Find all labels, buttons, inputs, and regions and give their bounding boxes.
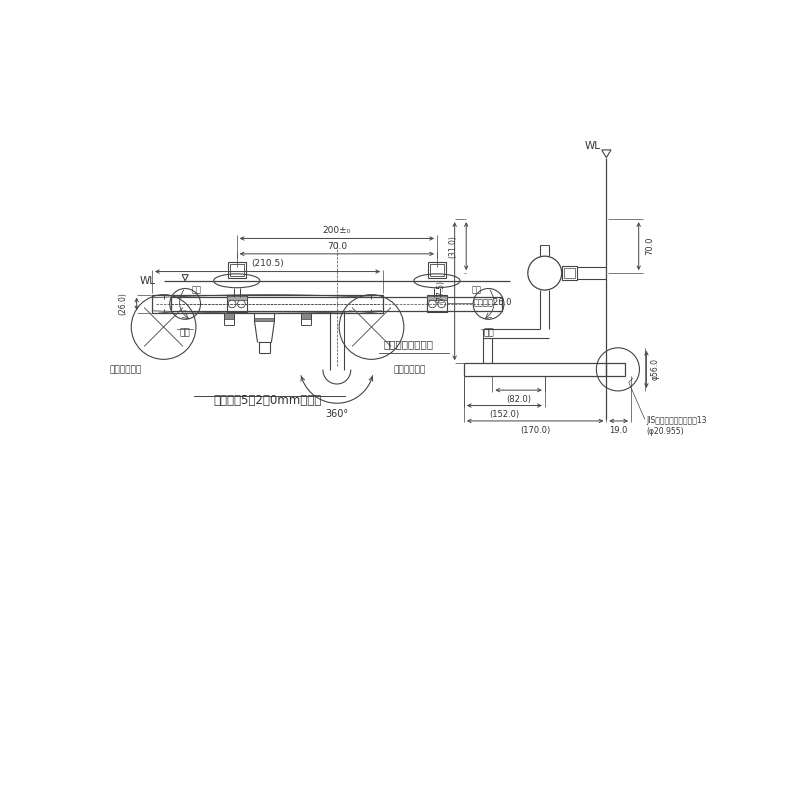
Text: 70.0: 70.0 [326,242,347,250]
Bar [427,295,447,312]
Text: 360°: 360° [326,410,349,419]
Bar [428,262,446,278]
Text: 19.0: 19.0 [610,426,628,434]
Text: (170.0): (170.0) [520,426,550,434]
Text: 生水: 生水 [483,329,494,338]
Text: 洗水: 洗水 [180,329,190,338]
Text: 止水: 止水 [192,286,202,294]
Text: 温水ハンドル: 温水ハンドル [110,366,142,374]
Text: WL: WL [140,276,156,286]
Text: スパウト回転觓度: スパウト回転觓度 [383,339,433,350]
Text: 止水: 止水 [472,286,482,294]
Bar [564,269,574,278]
Text: (φ20.955): (φ20.955) [646,427,684,436]
Bar [606,363,625,375]
Text: (77.5): (77.5) [437,280,446,302]
Text: (82.0): (82.0) [506,394,531,404]
Bar [230,264,244,276]
Text: (26.0): (26.0) [118,293,127,315]
Bar [254,318,274,321]
Text: φ56.0: φ56.0 [651,358,660,380]
Text: 水気ハンドル: 水気ハンドル [393,366,426,374]
Text: 六觓対辺26.0: 六觓対辺26.0 [474,297,513,306]
Bar [427,296,447,300]
Bar [227,262,246,278]
Text: JIS給水接届取付ねじ、13: JIS給水接届取付ねじ、13 [646,417,707,426]
Bar [224,313,234,319]
Text: 70.0: 70.0 [645,237,654,255]
Bar [152,294,383,313]
Bar [226,295,246,312]
Bar [226,296,246,300]
Bar [171,297,502,311]
Text: WL: WL [584,142,600,151]
Text: (152.0): (152.0) [490,410,519,419]
Bar [301,313,311,319]
Text: 200±₀: 200±₀ [322,226,351,234]
Text: (210.5): (210.5) [251,258,284,268]
Text: (31.0): (31.0) [448,234,457,258]
Bar [430,264,444,276]
Text: 取付芯　5　2　0mmの場合: 取付芯 5 2 0mmの場合 [214,394,322,407]
Bar [562,266,577,280]
